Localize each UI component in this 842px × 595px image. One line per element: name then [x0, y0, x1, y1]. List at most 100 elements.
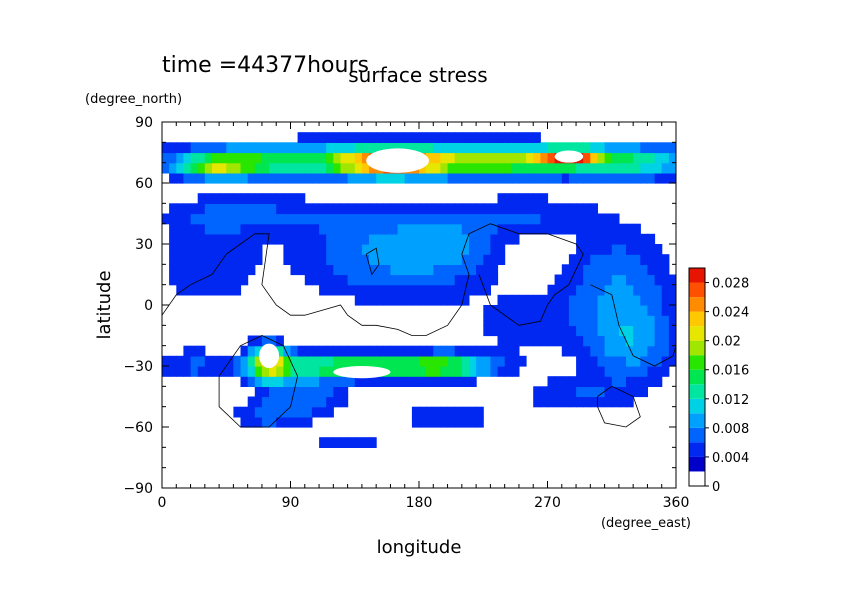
- field-cell: [404, 284, 413, 296]
- field-cell: [611, 376, 620, 387]
- field-cell: [547, 386, 556, 398]
- field-cell: [183, 274, 192, 286]
- field-cell: [604, 305, 613, 316]
- field-cell: [626, 386, 634, 398]
- field-cell: [426, 254, 434, 265]
- field-cell: [226, 223, 234, 235]
- field-cell: [654, 274, 663, 286]
- field-cell: [447, 203, 456, 215]
- field-cell: [547, 396, 556, 408]
- field-cell: [326, 254, 334, 265]
- field-cell: [490, 305, 499, 316]
- field-cell: [311, 142, 320, 154]
- field-cell: [626, 366, 634, 377]
- field-cell: [547, 294, 556, 306]
- field-cell: [626, 274, 634, 286]
- field-cell: [640, 315, 648, 326]
- field-cell: [376, 254, 384, 265]
- colorbar-swatch: [689, 442, 705, 457]
- field-cell: [626, 244, 634, 255]
- field-cell: [454, 213, 463, 225]
- field-cell: [590, 244, 598, 255]
- field-cell: [576, 284, 584, 296]
- field-cell: [511, 366, 520, 377]
- field-cell: [547, 335, 556, 347]
- field-cell: [233, 406, 242, 418]
- field-cell: [176, 223, 184, 235]
- field-cell: [433, 142, 441, 154]
- field-cell: [568, 172, 577, 184]
- field-cell: [411, 355, 420, 367]
- field-cell: [276, 386, 284, 398]
- field-cell: [461, 213, 470, 225]
- field-cell: [469, 355, 477, 367]
- field-cell: [476, 264, 484, 276]
- field-cell: [319, 172, 327, 184]
- field-cell: [611, 142, 620, 154]
- field-cell: [440, 213, 449, 225]
- field-cell: [568, 213, 577, 225]
- field-cell: [247, 152, 256, 164]
- field-cell: [633, 274, 641, 286]
- field-cell: [411, 406, 420, 418]
- field-cell: [454, 152, 463, 164]
- field-cell: [426, 203, 434, 215]
- field-cell: [333, 345, 341, 357]
- field-cell: [240, 406, 249, 418]
- field-cell: [261, 162, 270, 174]
- field-cell: [483, 213, 491, 225]
- field-cell: [618, 172, 627, 184]
- field-cell: [476, 233, 484, 245]
- field-cell: [590, 152, 598, 164]
- field-cell: [333, 132, 341, 143]
- field-cell: [240, 162, 249, 174]
- field-cell: [504, 305, 513, 316]
- field-cell: [169, 264, 177, 276]
- field-cell: [361, 294, 370, 306]
- field-cell: [654, 345, 663, 357]
- field-cell: [476, 416, 484, 428]
- field-cell: [590, 386, 598, 398]
- field-cell: [197, 254, 206, 265]
- field-cell: [511, 345, 520, 357]
- field-cell: [369, 223, 377, 235]
- field-cell: [597, 366, 606, 377]
- field-cell: [326, 233, 334, 245]
- field-cell: [333, 152, 341, 164]
- field-cell: [576, 203, 584, 215]
- field-cell: [668, 274, 676, 286]
- field-cell: [633, 366, 641, 377]
- field-cell: [269, 213, 277, 225]
- field-cell: [219, 172, 227, 184]
- field-cell: [469, 152, 477, 164]
- field-cell: [554, 223, 563, 235]
- field-cell: [476, 366, 484, 377]
- field-cell: [233, 203, 242, 215]
- field-cell: [297, 203, 306, 215]
- field-cell: [490, 264, 499, 276]
- field-cell: [304, 172, 313, 184]
- field-cell: [568, 345, 577, 357]
- field-cell: [319, 213, 327, 225]
- field-cell: [633, 142, 641, 154]
- field-cell: [561, 386, 570, 398]
- field-cell: [340, 142, 349, 154]
- field-cell: [426, 132, 434, 143]
- field-cell: [240, 244, 249, 255]
- field-cell: [176, 355, 184, 367]
- field-cell: [469, 406, 477, 418]
- field-cell: [440, 233, 449, 245]
- field-cell: [269, 366, 277, 377]
- field-cell: [476, 406, 484, 418]
- field-cell: [304, 152, 313, 164]
- field-cell: [369, 437, 377, 448]
- field-cell: [212, 213, 220, 225]
- field-cell: [404, 213, 413, 225]
- field-cell: [626, 142, 634, 154]
- field-cell: [447, 213, 456, 225]
- field-cell: [590, 376, 598, 387]
- colorbar-swatch: [689, 311, 705, 327]
- field-cell: [369, 142, 377, 154]
- field-cell: [304, 264, 313, 276]
- field-cell: [490, 244, 499, 255]
